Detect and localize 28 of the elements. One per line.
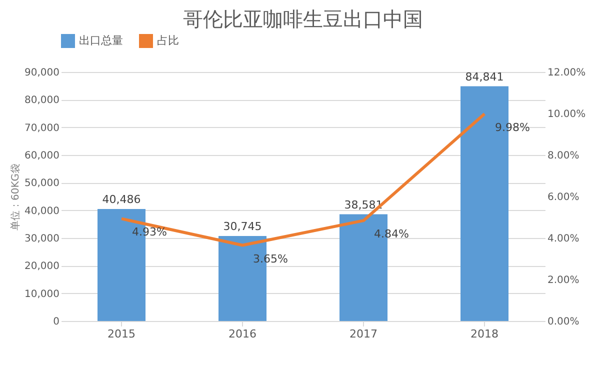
y-axis-title: 单位：60KG袋: [10, 163, 22, 231]
y2-tick-label: 8.00%: [548, 150, 580, 162]
x-tick-label: 2015: [108, 328, 136, 340]
y-tick-label: 70,000: [24, 122, 60, 134]
y2-tick-label: 4.00%: [548, 234, 580, 244]
y-tick-label: 50,000: [24, 178, 60, 190]
y-tick-label: 40,000: [24, 206, 60, 217]
y2-tick-label: 12.00%: [548, 68, 586, 78]
y-tick-label: 20,000: [24, 261, 60, 272]
y-tick-label: 0: [53, 316, 60, 328]
y-tick-label: 10,000: [24, 288, 60, 300]
chart-title: 哥伦比亚咖啡生豆出口中国: [183, 7, 423, 31]
y-tick-label: 60,000: [24, 150, 60, 162]
y-tick-label: 80,000: [24, 95, 60, 106]
data-label: 30,745: [223, 220, 262, 233]
y2-tick-label: 2.00%: [548, 275, 580, 286]
x-tick-label: 2017: [350, 328, 378, 340]
x-tick-label: 2018: [470, 328, 498, 340]
legend-label: 占比: [157, 34, 179, 47]
y2-tick-label: 6.00%: [548, 192, 580, 203]
y-tick-label: 90,000: [24, 68, 60, 78]
y2-tick-label: 0.00%: [548, 316, 580, 328]
data-label: 84,841: [465, 70, 504, 84]
y-tick-label: 30,000: [24, 234, 60, 244]
legend-label: 出口总量: [79, 34, 123, 47]
x-tick-label: 2016: [228, 328, 256, 340]
data-label: 40,486: [102, 192, 141, 206]
y2-tick-label: 10.00%: [548, 109, 586, 120]
